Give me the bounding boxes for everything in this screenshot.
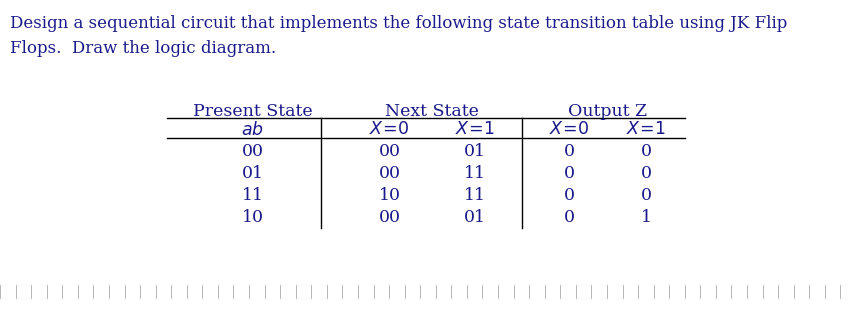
Text: 10: 10	[241, 209, 264, 225]
Text: 11: 11	[464, 187, 486, 204]
Text: $X\!=\!1$: $X\!=\!1$	[455, 121, 495, 138]
Text: Design a sequential circuit that implements the following state transition table: Design a sequential circuit that impleme…	[10, 16, 788, 33]
Text: 00: 00	[378, 165, 401, 182]
Text: 01: 01	[464, 144, 486, 160]
Text: Next State: Next State	[385, 103, 479, 120]
Text: 0: 0	[641, 144, 651, 160]
Text: 0: 0	[564, 209, 574, 225]
Text: Present State: Present State	[193, 103, 312, 120]
Text: 0: 0	[564, 165, 574, 182]
Text: 01: 01	[241, 165, 264, 182]
Text: $\mathit{ab}$: $\mathit{ab}$	[241, 121, 264, 139]
Text: 00: 00	[241, 144, 264, 160]
Text: $X\!=\!0$: $X\!=\!0$	[550, 121, 589, 138]
Text: $X\!=\!1$: $X\!=\!1$	[627, 121, 666, 138]
Text: 00: 00	[378, 144, 401, 160]
Text: 01: 01	[464, 209, 486, 225]
Text: Flops.  Draw the logic diagram.: Flops. Draw the logic diagram.	[10, 40, 276, 57]
Text: 0: 0	[564, 144, 574, 160]
Text: 11: 11	[241, 187, 264, 204]
Text: 1: 1	[641, 209, 651, 225]
Text: 00: 00	[378, 209, 401, 225]
Text: 11: 11	[464, 165, 486, 182]
Text: 0: 0	[641, 187, 651, 204]
Text: 0: 0	[564, 187, 574, 204]
Text: 0: 0	[641, 165, 651, 182]
Text: $X\!=\!0$: $X\!=\!0$	[370, 121, 409, 138]
Text: Output Z: Output Z	[568, 103, 647, 120]
Text: 10: 10	[378, 187, 401, 204]
